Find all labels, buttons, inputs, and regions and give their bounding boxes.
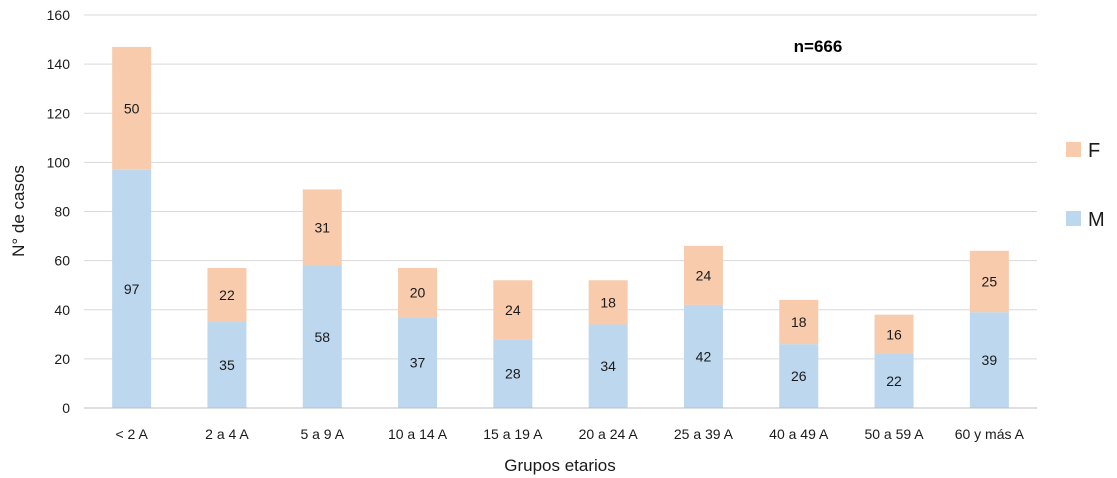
data-label-f: 31 — [314, 219, 330, 235]
bar-segment-f — [302, 189, 342, 266]
data-label-m: 34 — [600, 358, 616, 374]
y-tick-label: 160 — [47, 7, 71, 23]
x-tick-label: 5 a 9 A — [300, 426, 344, 442]
bar-segment-f — [969, 250, 1009, 313]
data-label-f: 20 — [410, 285, 426, 301]
data-label-m: 22 — [886, 373, 902, 389]
bar-segment-m — [398, 317, 438, 408]
x-axis-title: Grupos etarios — [504, 456, 616, 475]
data-label-m: 35 — [219, 357, 235, 373]
data-label-m: 28 — [505, 366, 521, 382]
bar-segment-f — [779, 299, 819, 345]
bar-segment-f — [874, 314, 914, 354]
data-label-m: 37 — [410, 355, 426, 371]
bar-segment-m — [207, 322, 247, 408]
bar-segment-m — [874, 353, 914, 408]
data-labels: 97 50 35 22 58 31 37 20 28 24 34 18 42 24 26 18 22 16 39 25 — [124, 100, 997, 389]
bar-segment-f — [683, 245, 723, 305]
data-label-f: 18 — [791, 314, 807, 330]
data-label-f: 16 — [886, 326, 902, 342]
y-tick-label: 80 — [54, 204, 70, 220]
y-axis-title: N° de casos — [9, 165, 28, 257]
sample-size-annotation: n=666 — [794, 37, 843, 56]
legend-swatch-m — [1066, 211, 1081, 226]
legend-label-f: F — [1088, 140, 1100, 162]
bar-segment-m — [779, 344, 819, 408]
bar-segment-f — [493, 280, 533, 340]
x-tick-label: < 2 A — [115, 426, 148, 442]
x-tick-label: 2 a 4 A — [205, 426, 249, 442]
data-label-m: 39 — [982, 352, 998, 368]
data-label-m: 42 — [696, 348, 712, 364]
y-tick-label: 20 — [54, 351, 70, 367]
data-label-f: 22 — [219, 287, 235, 303]
y-tick-label: 40 — [54, 302, 70, 318]
y-tick-label: 140 — [47, 56, 71, 72]
bar-segment-m — [683, 304, 723, 408]
data-label-f: 25 — [982, 274, 998, 290]
bar-segment-m — [302, 265, 342, 408]
x-tick-label: 40 a 49 A — [769, 426, 829, 442]
x-tick-label: 20 a 24 A — [579, 426, 639, 442]
data-label-m: 58 — [314, 329, 330, 345]
x-tick-label: 50 a 59 A — [864, 426, 924, 442]
legend: FM — [1066, 140, 1105, 231]
legend-swatch-f — [1066, 142, 1081, 157]
y-tick-label: 100 — [47, 154, 71, 170]
bar-segment-f — [112, 46, 152, 170]
data-label-m: 26 — [791, 368, 807, 384]
axes: 0 20 40 60 80 100 120 140 160 < 2 A 2 a 4 A 5 a 9 A… — [47, 7, 1037, 442]
data-label-f: 24 — [505, 302, 521, 318]
data-label-f: 50 — [124, 100, 140, 116]
bar-segment-f — [207, 267, 247, 323]
y-tick-label: 0 — [62, 400, 70, 416]
y-tick-label: 120 — [47, 105, 71, 121]
x-tick-label: 60 y más A — [955, 426, 1025, 442]
bars — [112, 46, 1009, 408]
bar-segment-f — [588, 280, 628, 325]
bar-segment-m — [588, 324, 628, 408]
data-label-f: 24 — [696, 267, 712, 283]
data-label-f: 18 — [600, 294, 616, 310]
bar-segment-f — [398, 267, 438, 318]
bar-segment-m — [969, 312, 1009, 408]
data-label-m: 97 — [124, 281, 140, 297]
legend-label-m: M — [1088, 209, 1105, 231]
bar-segment-m — [493, 339, 533, 408]
x-tick-label: 15 a 19 A — [483, 426, 543, 442]
x-tick-label: 25 a 39 A — [674, 426, 734, 442]
x-tick-label: 10 a 14 A — [388, 426, 448, 442]
y-tick-label: 60 — [54, 253, 70, 269]
bar-segment-m — [112, 169, 152, 408]
